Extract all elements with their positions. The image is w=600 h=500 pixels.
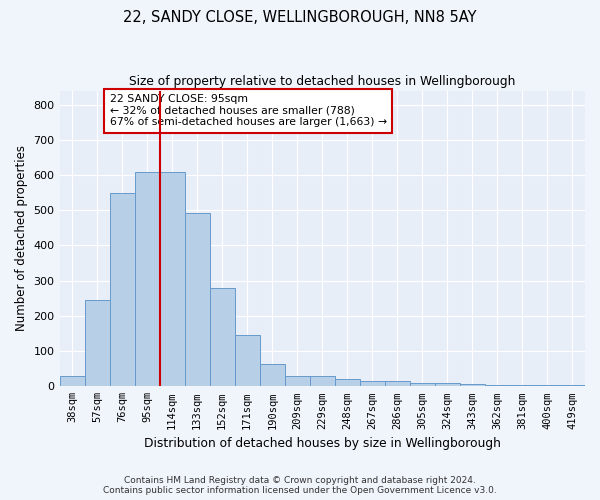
Bar — [485, 384, 510, 386]
Bar — [285, 376, 310, 386]
Bar — [235, 336, 260, 386]
Text: 22 SANDY CLOSE: 95sqm
← 32% of detached houses are smaller (788)
67% of semi-det: 22 SANDY CLOSE: 95sqm ← 32% of detached … — [110, 94, 387, 128]
Bar — [134, 172, 160, 386]
Y-axis label: Number of detached properties: Number of detached properties — [15, 146, 28, 332]
Bar — [335, 380, 360, 386]
Bar — [110, 194, 134, 386]
Bar — [410, 383, 435, 386]
Bar — [435, 383, 460, 386]
Bar — [385, 381, 410, 386]
Bar — [510, 384, 535, 386]
Bar — [85, 300, 110, 386]
Bar — [535, 384, 560, 386]
Bar — [160, 172, 185, 386]
Bar — [560, 384, 585, 386]
Bar — [460, 384, 485, 386]
Text: 22, SANDY CLOSE, WELLINGBOROUGH, NN8 5AY: 22, SANDY CLOSE, WELLINGBOROUGH, NN8 5AY — [123, 10, 477, 25]
Bar — [185, 212, 209, 386]
Bar — [360, 381, 385, 386]
Bar — [310, 376, 335, 386]
Bar — [260, 364, 285, 386]
Bar — [59, 376, 85, 386]
X-axis label: Distribution of detached houses by size in Wellingborough: Distribution of detached houses by size … — [144, 437, 501, 450]
Bar — [209, 288, 235, 386]
Text: Contains HM Land Registry data © Crown copyright and database right 2024.
Contai: Contains HM Land Registry data © Crown c… — [103, 476, 497, 495]
Title: Size of property relative to detached houses in Wellingborough: Size of property relative to detached ho… — [129, 75, 515, 88]
